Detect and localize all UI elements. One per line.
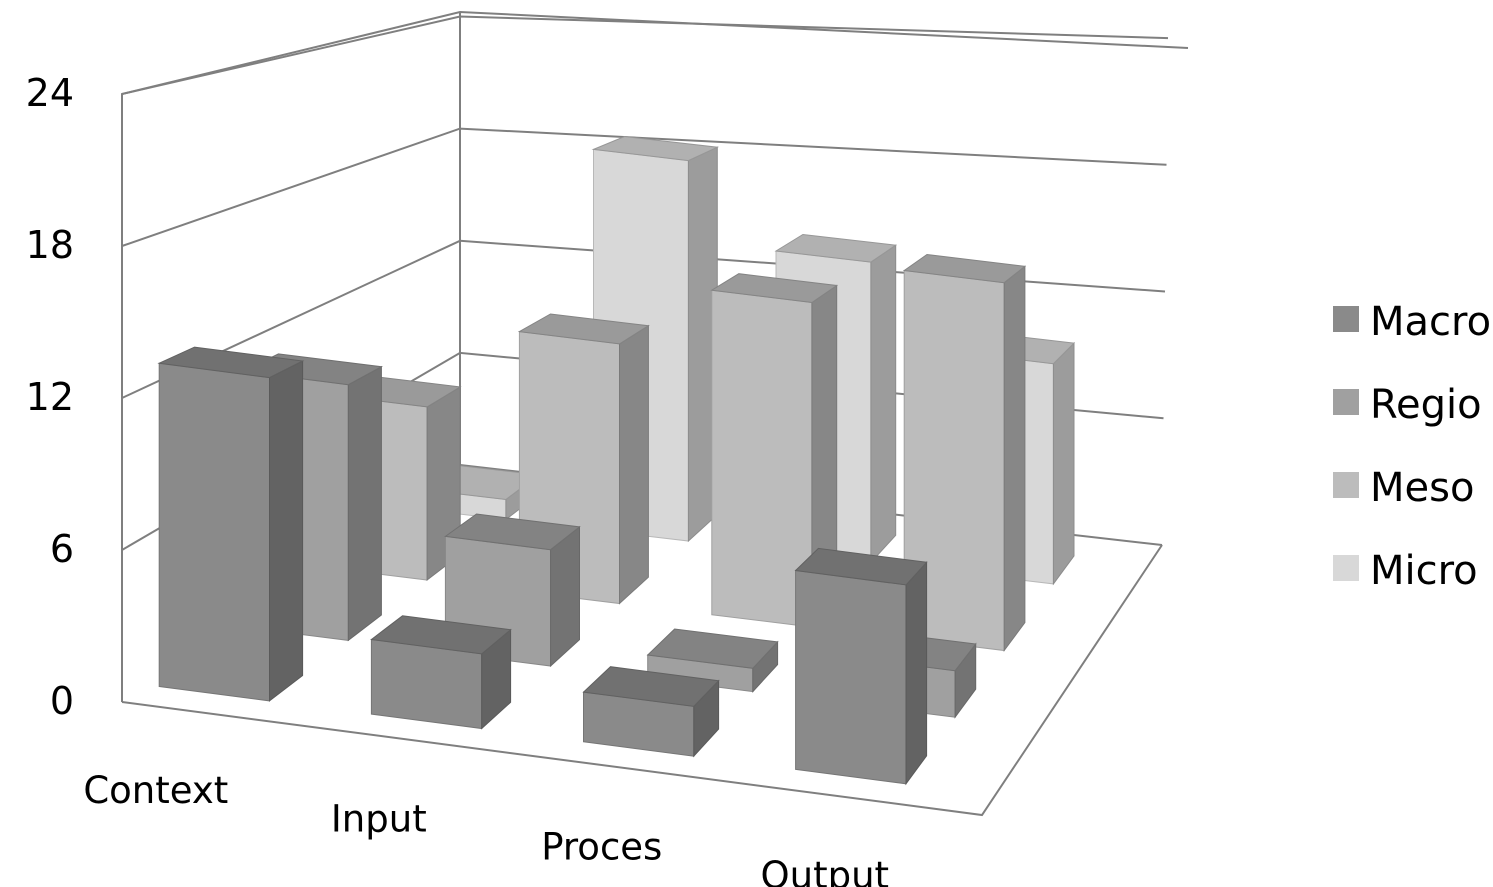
y-tick-label: 12 bbox=[26, 375, 74, 419]
bar-side-face bbox=[269, 360, 304, 702]
legend-swatch bbox=[1333, 555, 1359, 581]
bar-macro-context bbox=[157, 346, 305, 702]
legend-swatch bbox=[1333, 306, 1359, 332]
x-axis-categories: Context Input Proces Output bbox=[83, 769, 889, 887]
bar-meso-proces bbox=[710, 273, 839, 629]
bar-side-face bbox=[347, 365, 382, 642]
legend-label: Meso bbox=[1370, 465, 1474, 511]
bar-top-face bbox=[444, 513, 581, 551]
y-tick-label: 18 bbox=[26, 223, 74, 267]
legend-swatch bbox=[1333, 472, 1359, 498]
y-tick-label: 0 bbox=[50, 679, 74, 723]
bar-top-face bbox=[902, 253, 1027, 284]
bar-top-face bbox=[646, 628, 779, 669]
y-tick-label: 24 bbox=[26, 71, 74, 115]
bar-top-face bbox=[517, 313, 650, 345]
bar-side-face bbox=[1052, 341, 1075, 586]
bar-front-face bbox=[158, 362, 270, 702]
bar-top-face bbox=[710, 273, 839, 304]
bar-side-face bbox=[619, 324, 649, 605]
bar-side-face bbox=[905, 561, 928, 786]
bar-side-face bbox=[550, 525, 580, 668]
y-axis-ticks: 0 6 12 18 24 bbox=[26, 71, 74, 723]
x-category-label: Proces bbox=[541, 826, 662, 869]
legend-label: Macro bbox=[1370, 299, 1491, 345]
bar-meso-output bbox=[902, 253, 1027, 653]
x-category-label: Output bbox=[761, 854, 890, 887]
bar-top-face bbox=[370, 615, 512, 655]
bar-top-face bbox=[591, 135, 720, 162]
bars bbox=[157, 135, 1076, 786]
gridline bbox=[121, 127, 1167, 247]
bar-front-face bbox=[795, 569, 907, 785]
gridline bbox=[121, 15, 1169, 95]
legend-label: Micro bbox=[1370, 548, 1478, 594]
x-category-label: Context bbox=[83, 769, 228, 812]
bar-side-face bbox=[1003, 265, 1026, 653]
y-tick-label: 6 bbox=[50, 527, 74, 571]
bar-front-face bbox=[370, 638, 483, 730]
bar-macro-proces bbox=[582, 666, 720, 758]
legend: Macro Regio Meso Micro bbox=[1333, 299, 1491, 594]
x-category-label: Input bbox=[331, 797, 427, 840]
bar-top-face bbox=[794, 547, 928, 586]
bar-top-face bbox=[774, 233, 898, 263]
bar-regio-proces bbox=[646, 628, 779, 693]
bar-macro-input bbox=[370, 615, 512, 730]
legend-swatch bbox=[1333, 389, 1359, 415]
bar-top-face bbox=[582, 666, 720, 707]
legend-label: Regio bbox=[1370, 382, 1482, 428]
bar-top-face bbox=[157, 346, 305, 379]
bar-macro-output bbox=[794, 547, 928, 786]
floor-edge bbox=[121, 544, 1163, 817]
bar-side-face bbox=[870, 244, 897, 564]
